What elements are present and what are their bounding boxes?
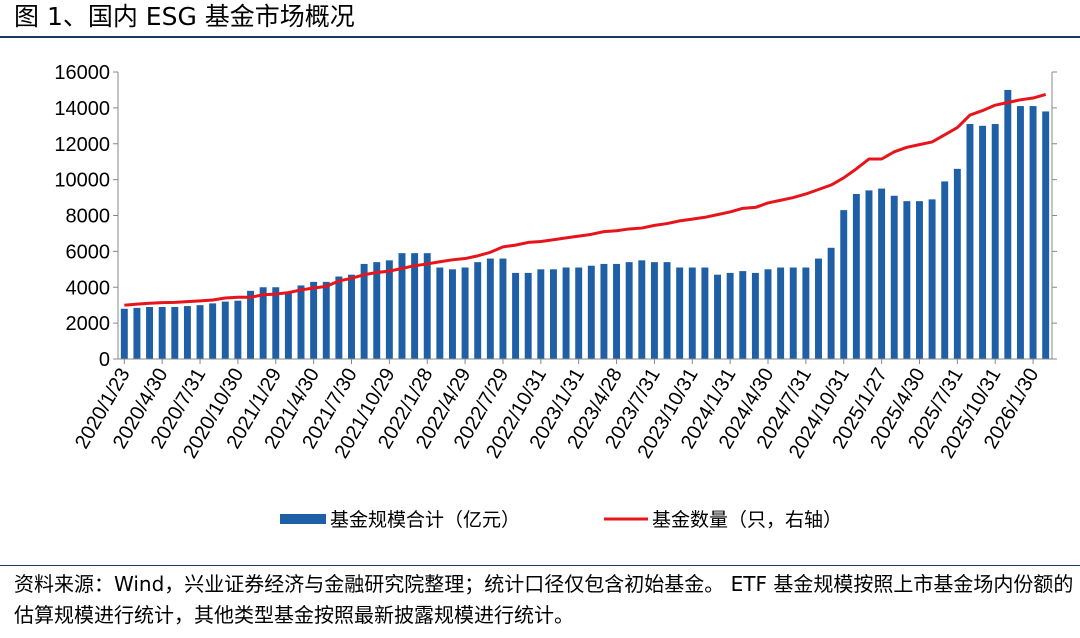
bar	[524, 272, 532, 359]
bar	[247, 290, 254, 359]
bar	[1004, 89, 1012, 359]
bar	[562, 267, 570, 359]
bar	[726, 272, 734, 359]
bar	[398, 253, 406, 359]
bar	[941, 181, 949, 359]
bar	[335, 276, 343, 359]
bar	[688, 267, 696, 359]
bar	[259, 287, 267, 359]
bar	[878, 188, 886, 359]
bar	[499, 258, 507, 359]
bar	[789, 267, 797, 359]
bar	[625, 262, 633, 359]
bar	[600, 263, 608, 359]
bar	[411, 253, 419, 359]
y-tick-label: 4000	[66, 277, 111, 299]
bar	[587, 265, 595, 359]
bar	[360, 263, 368, 359]
bar	[537, 269, 545, 359]
bar	[953, 168, 961, 359]
legend-bar-swatch	[280, 514, 326, 524]
bar	[928, 199, 936, 359]
bar	[802, 267, 810, 359]
y-tick-label: 8000	[66, 206, 111, 228]
bar	[991, 124, 999, 360]
bar	[777, 267, 785, 359]
y-tick-label: 0	[99, 349, 110, 371]
bar	[461, 267, 469, 359]
footer-rule	[0, 565, 1080, 566]
bar	[234, 300, 242, 359]
bar	[486, 258, 494, 359]
bar	[916, 201, 923, 359]
y-tick-label: 16000	[54, 62, 110, 84]
bar	[183, 306, 191, 359]
bar	[423, 253, 431, 359]
bar	[764, 269, 772, 359]
bar	[815, 258, 822, 359]
bar	[436, 267, 444, 359]
bar	[348, 274, 355, 359]
bar	[474, 262, 482, 359]
legend: 基金规模合计（亿元） 基金数量（只，右轴）	[280, 509, 842, 531]
bar	[1029, 106, 1037, 359]
bar	[903, 201, 911, 359]
legend-bar-label: 基金规模合计（亿元）	[330, 509, 520, 531]
bar	[827, 247, 835, 359]
bar	[575, 267, 583, 359]
bar	[663, 262, 671, 359]
y-tick-label: 14000	[54, 98, 110, 120]
bar	[650, 262, 658, 359]
bar	[120, 308, 128, 359]
figure-title: 图 1、国内 ESG 基金市场概况	[14, 2, 355, 31]
bar	[714, 274, 721, 359]
bar	[739, 271, 747, 359]
bar	[373, 262, 381, 359]
bar	[852, 193, 860, 359]
bar	[284, 292, 292, 359]
bar	[322, 281, 330, 359]
bar	[272, 287, 280, 359]
bar	[613, 263, 621, 359]
bar	[549, 269, 557, 359]
y-tick-label: 12000	[54, 134, 110, 156]
bar	[966, 124, 974, 360]
legend-line-label: 基金数量（只，右轴）	[652, 509, 842, 531]
bar	[865, 190, 873, 359]
bar	[701, 267, 709, 359]
bar	[1042, 111, 1050, 360]
bar	[221, 301, 229, 359]
source-note: 资料来源：Wind，兴业证券经济与金融研究院整理；统计口径仅包含初始基金。 ET…	[14, 572, 1074, 627]
bar	[209, 303, 217, 359]
bar	[979, 125, 987, 359]
bar	[171, 306, 179, 359]
bar	[158, 306, 166, 359]
bar	[146, 306, 154, 359]
bar	[751, 272, 759, 359]
bar	[512, 272, 520, 359]
bar	[676, 267, 684, 359]
title-rule	[0, 36, 1080, 38]
bar	[890, 195, 898, 359]
bar	[840, 210, 848, 359]
y-tick-label: 6000	[66, 241, 111, 263]
bar	[1016, 106, 1024, 359]
bar	[449, 269, 456, 359]
bar	[385, 260, 393, 359]
bar	[297, 285, 305, 359]
bar	[196, 305, 204, 359]
bar	[638, 260, 646, 359]
y-tick-label: 2000	[66, 313, 111, 335]
fund-count-line	[124, 92, 1047, 307]
y-tick-label: 10000	[54, 170, 110, 192]
bar	[310, 281, 318, 359]
bar	[133, 307, 141, 359]
